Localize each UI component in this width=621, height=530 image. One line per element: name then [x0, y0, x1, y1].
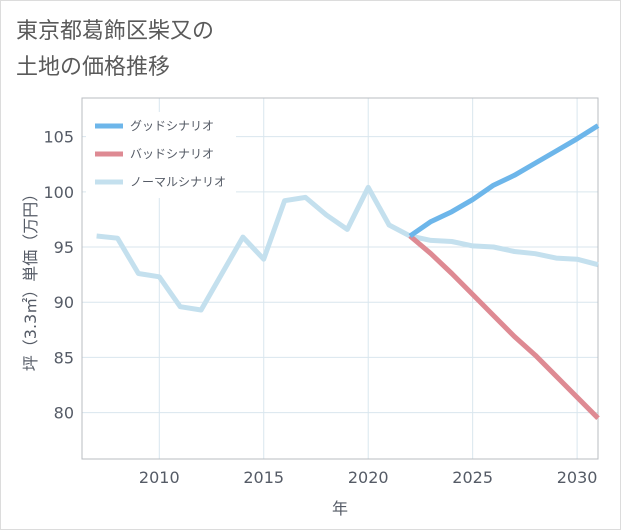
y-tick-label: 95 — [54, 238, 74, 257]
y-axis-label: 坪（3.3㎡）単価（万円） — [21, 186, 40, 371]
title-line-2: 土地の価格推移 — [16, 55, 171, 80]
y-tick-label: 105 — [43, 128, 74, 147]
legend-label-good: グッドシナリオ — [130, 119, 214, 133]
series-line-normal — [96, 184, 599, 313]
x-tick-label: 2010 — [139, 468, 180, 487]
legend-label-bad: バッドシナリオ — [130, 147, 214, 161]
x-tick-label: 2030 — [557, 468, 598, 487]
series-layer — [96, 123, 600, 420]
series-line-good — [408, 123, 600, 239]
x-tick-label: 2025 — [452, 468, 493, 487]
y-tick-label: 100 — [43, 183, 74, 202]
legend-label-normal: ノーマルシナリオ — [130, 175, 226, 189]
y-tick-label: 90 — [54, 293, 74, 312]
tick-layer: 2010 2015 2020 2025 2030 80 85 90 95 100 105 — [43, 128, 597, 487]
page-title: 東京都葛飾区柴又の 土地の価格推移 — [16, 14, 214, 86]
plot-border — [81, 97, 599, 460]
x-axis-label: 年 — [332, 499, 348, 518]
series-line-bad — [408, 234, 600, 420]
title-line-1: 東京都葛飾区柴又の — [16, 19, 215, 44]
y-tick-label: 80 — [54, 404, 74, 423]
y-tick-label: 85 — [54, 348, 74, 367]
grid-layer — [82, 98, 598, 459]
x-tick-label: 2020 — [348, 468, 389, 487]
x-tick-label: 2015 — [243, 468, 284, 487]
